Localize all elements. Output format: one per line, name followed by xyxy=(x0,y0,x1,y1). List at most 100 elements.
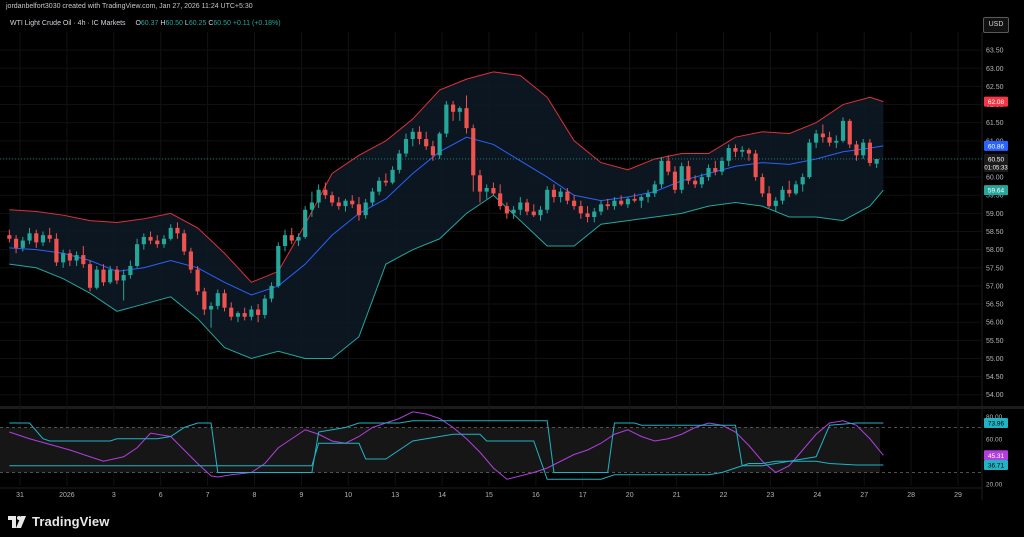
candle-body[interactable] xyxy=(612,200,617,207)
candle-body[interactable] xyxy=(182,233,187,252)
candle-body[interactable] xyxy=(276,246,281,286)
candle-body[interactable] xyxy=(639,197,644,201)
candle-body[interactable] xyxy=(161,238,167,245)
candle-body[interactable] xyxy=(693,180,698,185)
candle-body[interactable] xyxy=(679,166,684,190)
candle-body[interactable] xyxy=(592,211,597,217)
candle-body[interactable] xyxy=(282,235,288,247)
candle-body[interactable] xyxy=(242,313,247,317)
candle-body[interactable] xyxy=(451,104,456,112)
candle-body[interactable] xyxy=(558,191,563,198)
candle-body[interactable] xyxy=(867,142,872,163)
candle-body[interactable] xyxy=(666,160,671,172)
candle-body[interactable] xyxy=(155,240,160,245)
candle-body[interactable] xyxy=(316,189,321,203)
candle-body[interactable] xyxy=(645,193,651,198)
candle-body[interactable] xyxy=(101,269,106,283)
rsi-line[interactable] xyxy=(9,411,884,480)
candle-body[interactable] xyxy=(686,166,691,181)
candle-body[interactable] xyxy=(598,204,604,212)
candle-body[interactable] xyxy=(719,160,725,172)
candle-body[interactable] xyxy=(471,128,476,176)
candle-body[interactable] xyxy=(141,236,146,245)
candle-body[interactable] xyxy=(229,307,234,317)
candle-body[interactable] xyxy=(390,169,395,183)
candle-body[interactable] xyxy=(632,198,637,201)
candle-body[interactable] xyxy=(444,104,449,134)
candle-body[interactable] xyxy=(202,291,207,310)
bollinger-upper-line[interactable] xyxy=(9,71,884,283)
candle-body[interactable] xyxy=(713,168,718,172)
candle-body[interactable] xyxy=(504,206,509,214)
candle-body[interactable] xyxy=(215,293,220,306)
candle-body[interactable] xyxy=(309,202,314,210)
candle-body[interactable] xyxy=(410,131,415,140)
candle-body[interactable] xyxy=(40,235,46,243)
candle-body[interactable] xyxy=(370,191,375,203)
candle-body[interactable] xyxy=(753,153,758,178)
candle-body[interactable] xyxy=(20,240,25,248)
candle-body[interactable] xyxy=(7,235,12,239)
candle-body[interactable] xyxy=(457,108,462,112)
oscillator-high-line[interactable] xyxy=(9,420,884,473)
candle-body[interactable] xyxy=(262,298,267,315)
candle-body[interactable] xyxy=(760,177,765,194)
candle-body[interactable] xyxy=(652,184,657,194)
candle-body[interactable] xyxy=(54,238,59,263)
candle-body[interactable] xyxy=(27,233,32,241)
candle-body[interactable] xyxy=(538,209,543,216)
candle-body[interactable] xyxy=(437,133,442,156)
candle-body[interactable] xyxy=(793,184,799,194)
candle-body[interactable] xyxy=(726,148,731,161)
candle-body[interactable] xyxy=(175,227,180,234)
candle-body[interactable] xyxy=(531,211,536,216)
candle-body[interactable] xyxy=(659,160,664,185)
candle-body[interactable] xyxy=(336,202,341,207)
candle-body[interactable] xyxy=(672,171,678,190)
candle-body[interactable] xyxy=(67,253,72,261)
candle-body[interactable] xyxy=(350,200,355,205)
candle-body[interactable] xyxy=(343,200,348,207)
candles[interactable] xyxy=(7,95,879,328)
candle-body[interactable] xyxy=(61,253,66,263)
candle-body[interactable] xyxy=(746,149,751,154)
candle-body[interactable] xyxy=(706,168,711,178)
candle-body[interactable] xyxy=(108,269,113,283)
tradingview-logo[interactable]: TradingView xyxy=(8,511,109,531)
candle-body[interactable] xyxy=(625,198,630,205)
candle-body[interactable] xyxy=(780,189,785,201)
bollinger-lower-line[interactable] xyxy=(9,189,884,359)
candle-body[interactable] xyxy=(81,255,86,265)
candle-body[interactable] xyxy=(195,269,200,292)
candle-body[interactable] xyxy=(329,195,335,203)
candle-body[interactable] xyxy=(464,108,469,129)
candle-body[interactable] xyxy=(14,238,19,248)
candle-body[interactable] xyxy=(128,265,133,276)
candle-body[interactable] xyxy=(121,275,126,281)
candle-body[interactable] xyxy=(699,177,704,185)
candle-body[interactable] xyxy=(87,264,93,288)
pane-separator[interactable] xyxy=(0,406,1024,409)
candle-body[interactable] xyxy=(807,142,812,178)
candle-body[interactable] xyxy=(383,180,388,183)
candle-body[interactable] xyxy=(518,202,523,210)
candle-body[interactable] xyxy=(545,189,550,210)
candle-body[interactable] xyxy=(800,177,805,185)
candle-body[interactable] xyxy=(356,204,362,216)
candle-body[interactable] xyxy=(397,153,402,170)
candle-body[interactable] xyxy=(524,202,530,212)
candle-body[interactable] xyxy=(403,139,409,154)
candle-body[interactable] xyxy=(827,137,832,143)
candle-body[interactable] xyxy=(296,236,301,241)
candle-body[interactable] xyxy=(740,149,745,152)
candle-body[interactable] xyxy=(572,200,577,207)
candle-body[interactable] xyxy=(578,206,583,214)
candle-body[interactable] xyxy=(94,269,99,288)
candle-body[interactable] xyxy=(135,244,140,266)
candle-body[interactable] xyxy=(834,140,839,143)
candle-body[interactable] xyxy=(477,175,483,192)
candle-body[interactable] xyxy=(820,133,825,138)
candle-body[interactable] xyxy=(249,309,254,317)
candle-body[interactable] xyxy=(303,209,308,237)
candle-body[interactable] xyxy=(417,131,422,140)
